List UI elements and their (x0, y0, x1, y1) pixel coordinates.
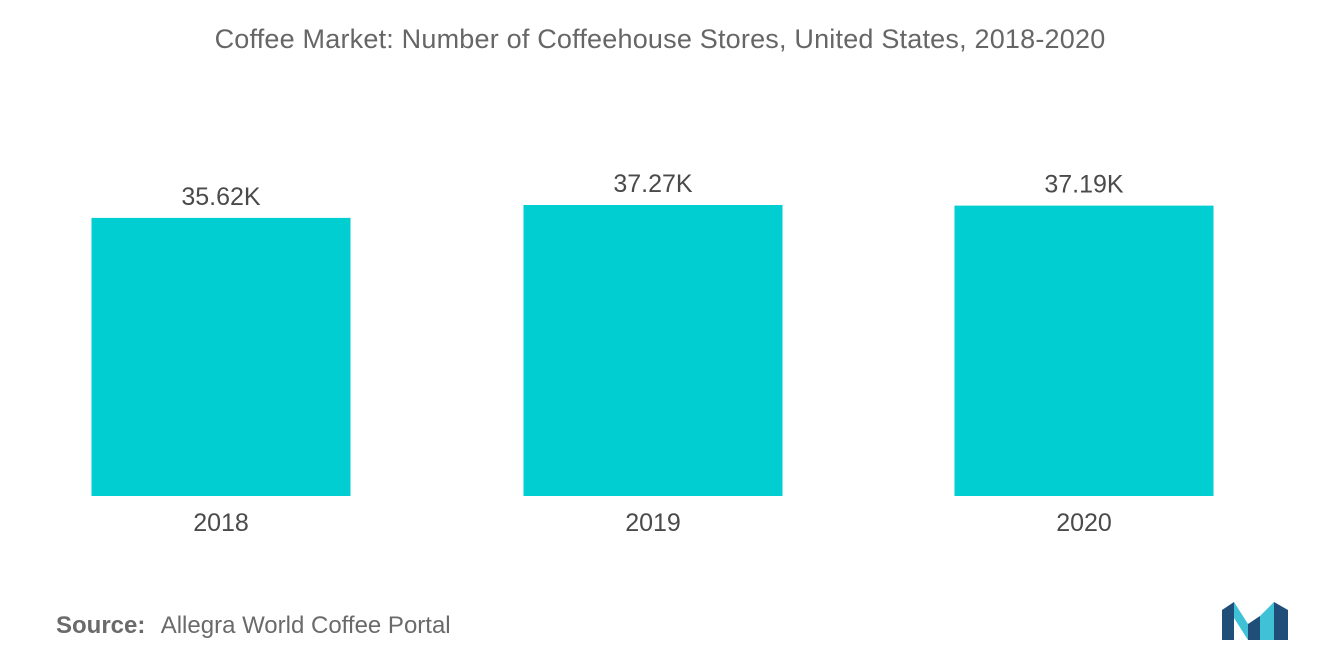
bars-layer (91, 205, 1214, 497)
source-text: Allegra World Coffee Portal (160, 612, 451, 639)
bar-2020 (954, 205, 1214, 496)
data-label-2018: 35.62K (181, 183, 261, 211)
data-label-2020: 37.19K (1044, 171, 1124, 199)
source-label: Source: (56, 612, 146, 639)
x-tick-2019: 2019 (625, 509, 681, 537)
source-note: Source: Allegra World Coffee Portal (56, 612, 451, 640)
chart-title: Coffee Market: Number of Coffeehouse Sto… (214, 24, 1106, 54)
data-labels-layer: 35.62K 37.27K 37.19K (181, 170, 1124, 211)
x-tick-2018: 2018 (193, 509, 249, 537)
bar-2018 (91, 217, 351, 497)
bar-chart: 35.62K 37.27K 37.19K 2018 2019 2020 (91, 170, 1214, 537)
mordor-intelligence-logo-icon (1222, 602, 1288, 640)
data-label-2019: 37.27K (613, 170, 693, 198)
x-tick-2020: 2020 (1056, 509, 1112, 537)
bar-2019 (523, 205, 783, 496)
x-axis-tick-labels: 2018 2019 2020 (193, 509, 1112, 537)
